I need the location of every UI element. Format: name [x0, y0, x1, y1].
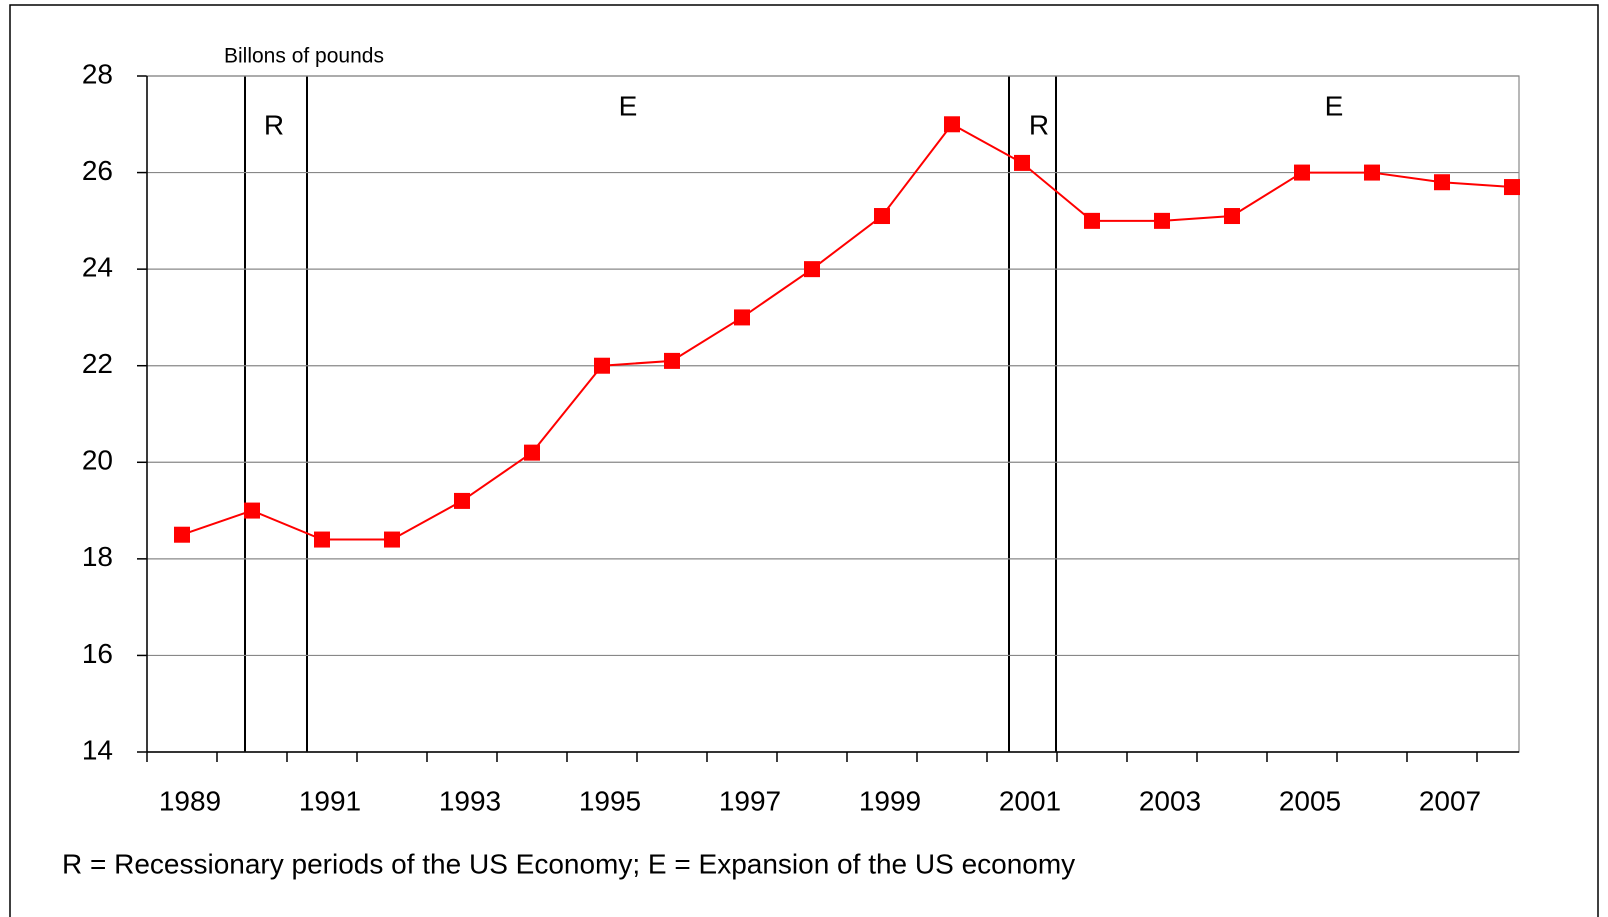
point-marker	[1014, 154, 1030, 171]
point-marker	[594, 357, 610, 374]
y-tick-label: 24	[82, 252, 113, 283]
point-marker	[314, 531, 330, 548]
point-marker	[874, 208, 890, 225]
point-marker	[1364, 164, 1380, 181]
footnote: R = Recessionary periods of the US Econo…	[62, 848, 1075, 879]
point-marker	[1224, 208, 1240, 225]
y-axis-label: Billons of pounds	[224, 45, 384, 68]
x-tick-label: 2005	[1279, 785, 1341, 816]
point-marker	[244, 502, 260, 519]
point-marker	[1154, 212, 1170, 229]
y-tick-label: 20	[82, 445, 113, 476]
series-line	[181, 122, 1513, 541]
point-marker	[174, 526, 190, 543]
point-marker	[734, 309, 750, 326]
y-tick-label: 14	[82, 734, 113, 765]
point-marker	[804, 261, 820, 278]
annotation: R	[264, 109, 284, 140]
y-tick-label: 16	[82, 638, 113, 669]
frame	[9, 4, 1599, 917]
annotation: R	[1029, 109, 1049, 140]
point-marker	[1434, 174, 1450, 191]
period-lines	[244, 76, 1057, 752]
annotation: E	[619, 90, 638, 121]
y-tick-label: 28	[82, 58, 113, 89]
x-tick-label: 1989	[159, 785, 221, 816]
point-marker	[944, 116, 960, 133]
y-tick-label: 18	[82, 541, 113, 572]
x-tick-label: 1999	[859, 785, 921, 816]
annotation: E	[1325, 90, 1344, 121]
y-tick-label: 26	[82, 155, 113, 186]
point-marker	[1084, 212, 1100, 229]
y-tick-label: 22	[82, 348, 113, 379]
x-tick-label: 2003	[1139, 785, 1201, 816]
x-tick-label: 1995	[579, 785, 641, 816]
point-marker	[524, 444, 540, 461]
x-tick-label: 2007	[1419, 785, 1481, 816]
x-tick-label: 1993	[439, 785, 501, 816]
x-tick-label: 1991	[299, 785, 361, 816]
x-tick-label: 1997	[719, 785, 781, 816]
point-marker	[664, 352, 680, 369]
point-marker	[1504, 179, 1520, 196]
point-marker	[454, 492, 470, 509]
plot-border	[146, 75, 1520, 753]
point-marker	[384, 531, 400, 548]
point-marker	[1294, 164, 1310, 181]
x-tick-label: 2001	[999, 785, 1061, 816]
